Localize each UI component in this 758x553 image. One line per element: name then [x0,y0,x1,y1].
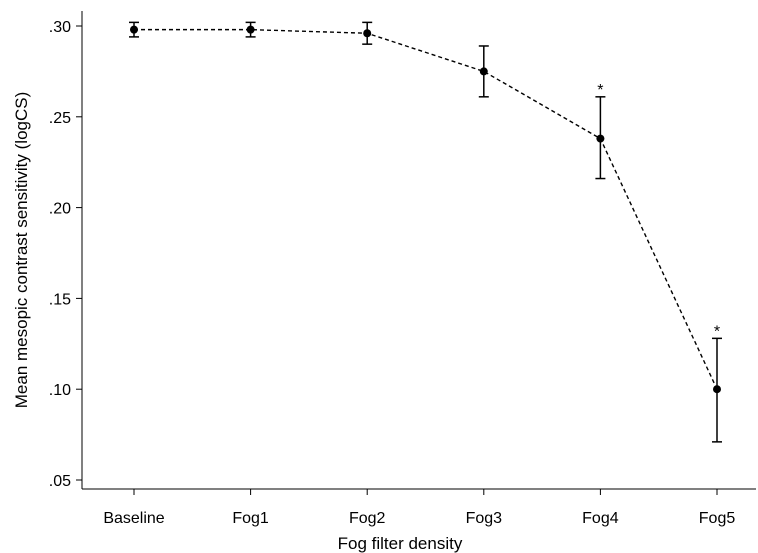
series [129,21,722,443]
x-tick-label: Fog1 [232,510,269,527]
y-tick-label: .20 [49,201,71,218]
data-point [713,385,721,394]
data-point [246,25,255,34]
x-ticks: Baseline Fog1 Fog2 Fog3 Fog4 Fog5 [103,489,735,527]
series-line [134,28,718,390]
x-tick-label: Fog5 [699,510,736,527]
x-tick-label: Fog3 [466,510,503,527]
y-tick-label: .25 [49,110,71,127]
x-tick-label: Fog4 [582,510,619,527]
x-tick-label: Baseline [103,510,164,527]
data-point [596,134,605,143]
y-axis-title: Mean mesopic contrast sensitivity (logCS… [12,92,31,409]
y-tick-label: .10 [49,382,71,399]
data-point [479,67,488,76]
y-ticks: .30 .25 .20 .15 .10 .05 [49,19,82,490]
x-axis-title: Fog filter density [338,534,463,553]
axes [81,11,756,490]
significance-marker: * [714,323,720,340]
y-tick-label: .15 [49,291,71,308]
x-tick-label: Fog2 [349,510,386,527]
annotations: ** [597,82,720,341]
data-point [363,29,372,38]
significance-marker: * [597,82,603,99]
data-point [130,25,138,34]
y-tick-label: .05 [49,473,71,490]
y-tick-label: .30 [49,19,71,36]
